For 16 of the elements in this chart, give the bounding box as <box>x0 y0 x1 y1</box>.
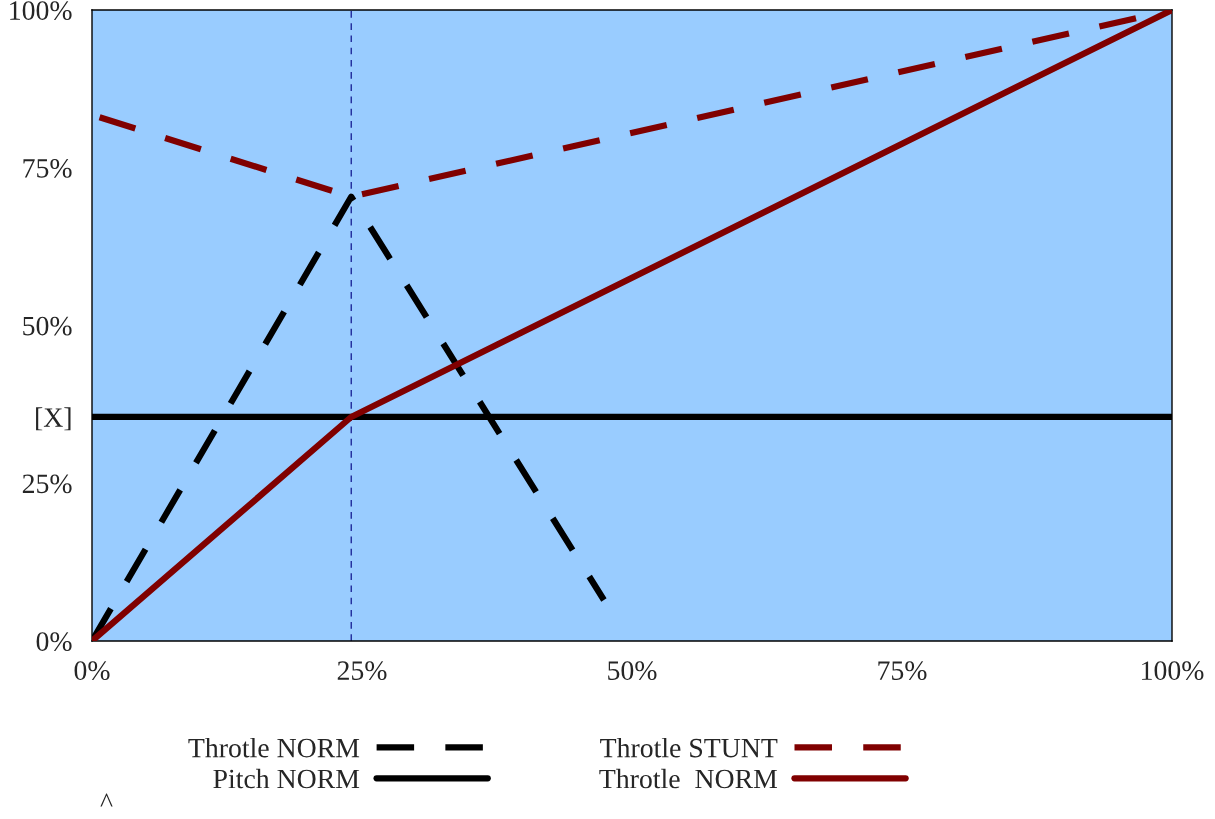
y-tick-label: 50% <box>23 316 72 336</box>
legend-label: Pitch NORM <box>213 768 360 789</box>
x-tick-label: 75% <box>878 661 927 681</box>
x-tick-label: 50% <box>608 661 657 681</box>
y-tick-label: 100% <box>10 1 72 20</box>
legend-label: Throtle STUNT <box>600 737 778 758</box>
x-tick-label: 25% <box>337 661 387 681</box>
y-tick-label: 0% <box>36 632 72 651</box>
x-tick-label: 0% <box>74 661 110 681</box>
legend-label: Throtle NORM <box>188 737 360 758</box>
x-tick-label: 100% <box>1142 661 1204 681</box>
y-tick-label: [X] <box>36 407 71 431</box>
y-tick-label: 25% <box>22 474 72 494</box>
y-tick-label: 75% <box>23 158 72 178</box>
legend-label: Throtle NORM <box>599 768 778 789</box>
text: ^ <box>100 793 113 807</box>
